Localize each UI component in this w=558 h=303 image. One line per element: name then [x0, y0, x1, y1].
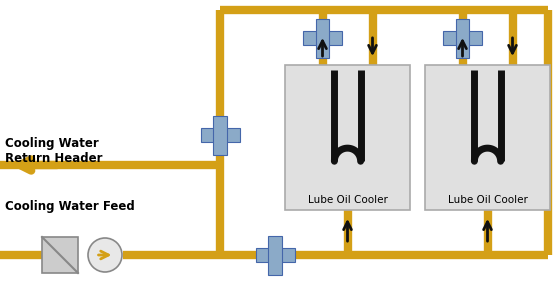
Bar	[268, 235, 282, 275]
Bar	[303, 31, 342, 45]
Text: Cooling Water Feed: Cooling Water Feed	[5, 200, 134, 213]
Circle shape	[88, 238, 122, 272]
Text: Lube Oil Cooler: Lube Oil Cooler	[448, 195, 527, 205]
Bar	[42, 237, 78, 273]
Bar	[285, 65, 410, 210]
Text: Cooling Water
Return Header: Cooling Water Return Header	[5, 137, 103, 165]
Text: Lube Oil Cooler: Lube Oil Cooler	[307, 195, 387, 205]
Bar	[200, 128, 239, 142]
Bar	[456, 18, 469, 58]
Bar	[213, 115, 227, 155]
Bar	[425, 65, 550, 210]
Bar	[256, 248, 295, 262]
Bar	[316, 18, 329, 58]
Bar	[443, 31, 482, 45]
